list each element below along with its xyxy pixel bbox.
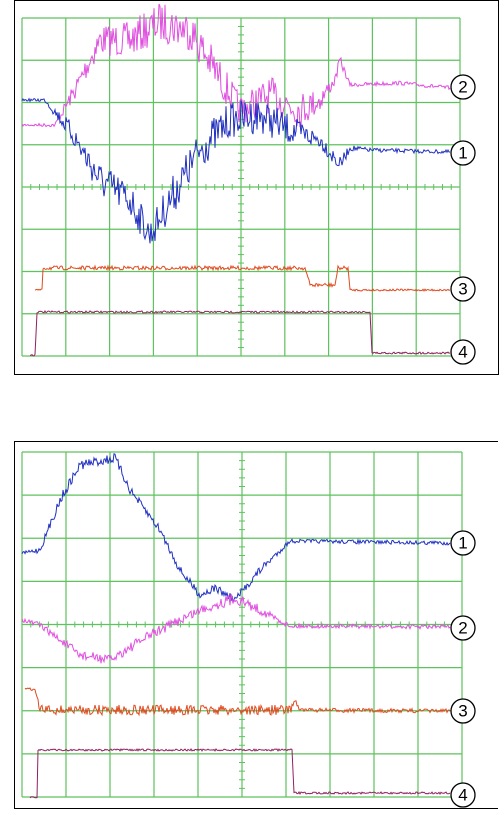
trace-label: 2 bbox=[458, 619, 467, 638]
trace-label-circle bbox=[450, 698, 476, 724]
trace-label: 1 bbox=[458, 144, 467, 163]
trace-label: 3 bbox=[458, 280, 467, 299]
trace-label: 2 bbox=[458, 78, 467, 97]
trace bbox=[21, 593, 451, 664]
trace-label-circle bbox=[450, 615, 476, 641]
trace bbox=[34, 264, 451, 292]
trace-label-circle bbox=[450, 530, 476, 556]
trace-label-circle bbox=[450, 782, 476, 808]
trace bbox=[30, 309, 451, 357]
trace-label: 4 bbox=[458, 343, 467, 362]
trace bbox=[24, 687, 451, 717]
trace bbox=[21, 453, 451, 604]
trace bbox=[21, 3, 451, 128]
trace-label: 1 bbox=[458, 534, 467, 553]
trace-label-circle bbox=[450, 276, 476, 302]
trace bbox=[29, 747, 451, 799]
trace-label: 3 bbox=[458, 702, 467, 721]
trace-label-circle bbox=[450, 140, 476, 166]
trace bbox=[21, 97, 450, 244]
trace-label: 4 bbox=[458, 786, 467, 805]
trace-label-circle bbox=[450, 74, 476, 100]
trace-label-circle bbox=[450, 339, 476, 365]
